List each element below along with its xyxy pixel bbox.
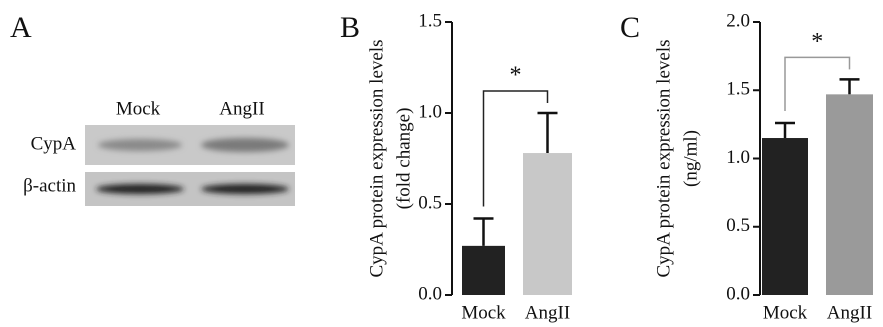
figure: A Mock AngII CypA β-actin B CypA protein …	[0, 0, 883, 327]
y-tick-label: 1.5	[418, 10, 442, 31]
significance-star: *	[510, 63, 522, 89]
column-label: Mock	[116, 98, 161, 119]
y-tick-label: 1.0	[418, 101, 442, 122]
band	[98, 139, 182, 151]
y-axis-label: (fold change)	[393, 108, 414, 210]
bar	[462, 246, 505, 295]
x-tick-label: AngII	[827, 302, 872, 323]
x-tick-label: AngII	[525, 302, 570, 323]
panel-label: C	[620, 11, 640, 44]
column-label: AngII	[219, 98, 264, 119]
y-axis-label: CypA protein expression levels	[366, 40, 387, 278]
significance-star: *	[811, 29, 823, 55]
bar	[762, 138, 808, 295]
y-tick-label: 0.5	[726, 215, 750, 236]
y-tick-label: 1.5	[726, 79, 750, 100]
x-tick-label: Mock	[461, 302, 506, 323]
panel-label: B	[340, 11, 360, 44]
bar	[826, 94, 873, 295]
x-tick-label: Mock	[763, 302, 808, 323]
y-tick-label: 0.0	[726, 283, 750, 304]
y-tick-label: 1.0	[726, 147, 750, 168]
y-axis-label: (ng/ml)	[680, 130, 701, 187]
y-tick-label: 2.0	[726, 10, 750, 31]
panel-a: A Mock AngII CypA β-actin	[10, 11, 295, 206]
y-axis-label: CypA protein expression levels	[653, 40, 674, 278]
y-tick-label: 0.0	[418, 283, 442, 304]
panel-label: A	[10, 11, 32, 44]
band	[96, 184, 184, 194]
row-label: CypA	[31, 133, 77, 154]
band	[201, 138, 289, 152]
bar	[523, 153, 572, 295]
row-label: β-actin	[23, 175, 76, 196]
y-tick-label: 0.5	[418, 192, 442, 213]
band	[201, 184, 289, 194]
